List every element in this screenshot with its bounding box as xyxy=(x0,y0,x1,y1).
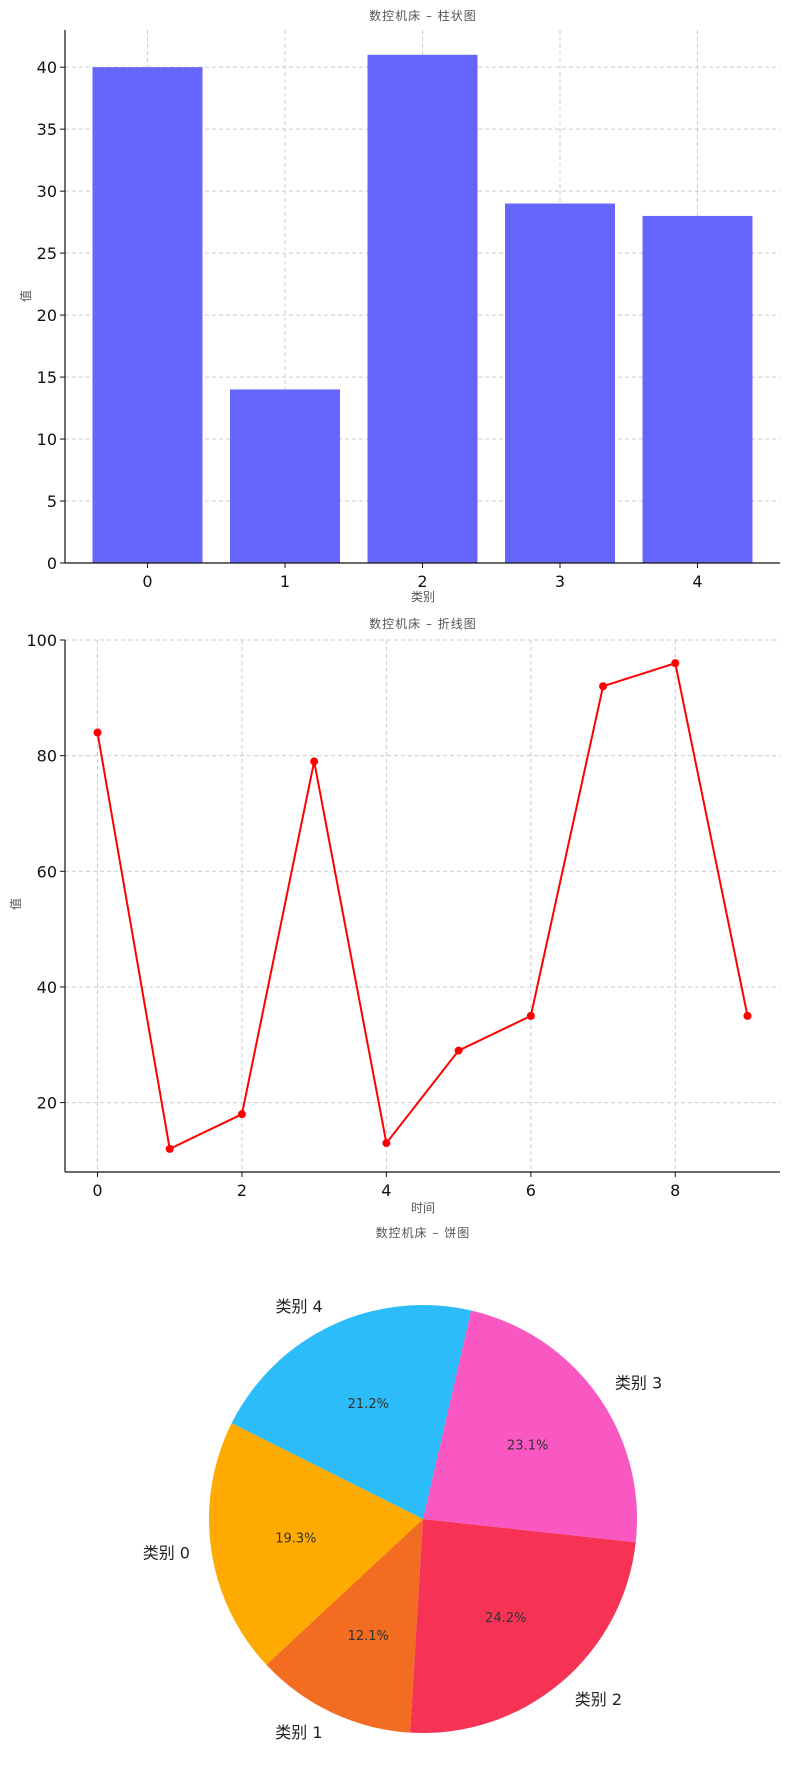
bar-chart-bar xyxy=(505,203,615,563)
line-chart-axes xyxy=(64,640,780,1173)
bar-chart-ytick-label: 5 xyxy=(47,492,57,511)
pie-slice-percent: 23.1% xyxy=(507,1439,548,1454)
line-chart-point xyxy=(382,1139,391,1148)
line-chart-xtick-label: 2 xyxy=(237,1181,247,1200)
line-chart-ytick-label: 60 xyxy=(37,862,57,881)
line-chart-point xyxy=(671,659,680,668)
line-chart: 数控机床 – 折线图 20 40 60 80 100 0 2 4 6 8 时间 值 xyxy=(8,616,780,1215)
pie-chart: 数控机床 – 饼图 类别 019.3%类别 112.1%类别 224.2%类别 … xyxy=(143,1225,662,1742)
bar-chart-ticks: 0 5 10 15 20 25 30 35 40 0 1 2 3 4 xyxy=(37,58,703,591)
bar-chart-ytick-label: 40 xyxy=(37,58,57,77)
line-chart-ytick-label: 100 xyxy=(26,631,57,650)
pie-slice xyxy=(266,1519,423,1733)
bar-chart: 数控机床 – 柱状图 0 5 10 15 20 25 30 35 40 0 1 2 3 4 类别 值 xyxy=(18,8,780,604)
line-chart-point xyxy=(743,1011,752,1020)
bar-chart-bar xyxy=(230,389,340,563)
bar-chart-title: 数控机床 – 柱状图 xyxy=(369,8,477,23)
bar-chart-xlabel: 类别 xyxy=(411,590,435,604)
line-chart-grid xyxy=(65,639,780,1172)
line-chart-point xyxy=(599,682,608,691)
pie-slice-label: 类别 1 xyxy=(275,1723,322,1742)
pie-slice xyxy=(410,1519,636,1733)
line-chart-ticks: 20 40 60 80 100 0 2 4 6 8 xyxy=(26,631,680,1200)
bar-chart-xtick-label: 4 xyxy=(692,572,702,591)
pie-chart-slices xyxy=(209,1305,637,1733)
line-chart-series xyxy=(93,659,752,1153)
pie-slice-percent: 12.1% xyxy=(348,1629,389,1644)
pie-slice-percent: 24.2% xyxy=(485,1611,526,1626)
line-chart-series-line xyxy=(96,661,749,1151)
bar-chart-ytick-label: 10 xyxy=(37,430,57,449)
line-chart-point xyxy=(454,1046,463,1055)
bar-chart-ylabel: 值 xyxy=(18,290,33,302)
line-chart-ytick-label: 80 xyxy=(37,747,57,766)
bar-chart-xtick-label: 3 xyxy=(555,572,565,591)
line-chart-point xyxy=(237,1110,246,1119)
line-chart-ytick-label: 20 xyxy=(37,1094,57,1113)
bar-chart-bar xyxy=(367,54,478,563)
pie-slice-label: 类别 4 xyxy=(275,1297,322,1316)
pie-chart-labels: 类别 0 19.3% 类别 1 12.1% 类别 2 24.2% 类别 3 23.1% 类别 4… xyxy=(143,1297,662,1742)
pie-slice-label: 类别 0 xyxy=(143,1543,190,1562)
line-chart-xtick-label: 0 xyxy=(92,1181,102,1200)
line-chart-xtick-label: 4 xyxy=(381,1181,391,1200)
line-chart-ylabel: 值 xyxy=(8,898,23,910)
pie-slice-label: 类别 3 xyxy=(615,1374,662,1393)
bar-chart-xtick-label: 2 xyxy=(417,572,427,591)
line-chart-point xyxy=(310,757,319,766)
pie-slice xyxy=(209,1423,423,1665)
bar-chart-ytick-label: 25 xyxy=(37,244,57,263)
bar-chart-ytick-label: 0 xyxy=(47,554,57,573)
line-chart-title: 数控机床 – 折线图 xyxy=(369,616,477,631)
pie-slice-percent: 19.3% xyxy=(275,1531,316,1546)
pie-slice-label: 类别 2 xyxy=(575,1690,622,1709)
bar-chart-bars xyxy=(92,54,753,564)
line-chart-point xyxy=(526,1011,535,1020)
bar-chart-xtick-label: 0 xyxy=(142,572,152,591)
line-chart-point xyxy=(93,728,102,737)
pie-chart-title: 数控机床 – 饼图 xyxy=(376,1225,471,1240)
pie-slice-percent: 21.2% xyxy=(348,1397,389,1412)
bar-chart-xtick-label: 1 xyxy=(280,572,290,591)
bar-chart-bar xyxy=(642,215,753,563)
bar-chart-ytick-label: 35 xyxy=(37,120,57,139)
pie-slice xyxy=(231,1305,472,1519)
line-chart-point xyxy=(165,1144,174,1153)
line-chart-xtick-label: 8 xyxy=(670,1181,680,1200)
line-chart-ytick-label: 40 xyxy=(37,978,57,997)
bar-chart-ytick-label: 15 xyxy=(37,368,57,387)
pie-slice xyxy=(423,1310,637,1543)
bar-chart-ytick-label: 20 xyxy=(37,306,57,325)
line-chart-xtick-label: 6 xyxy=(526,1181,536,1200)
bar-chart-bar xyxy=(92,67,203,564)
bar-chart-ytick-label: 30 xyxy=(37,182,57,201)
line-chart-xlabel: 时间 xyxy=(411,1201,435,1215)
